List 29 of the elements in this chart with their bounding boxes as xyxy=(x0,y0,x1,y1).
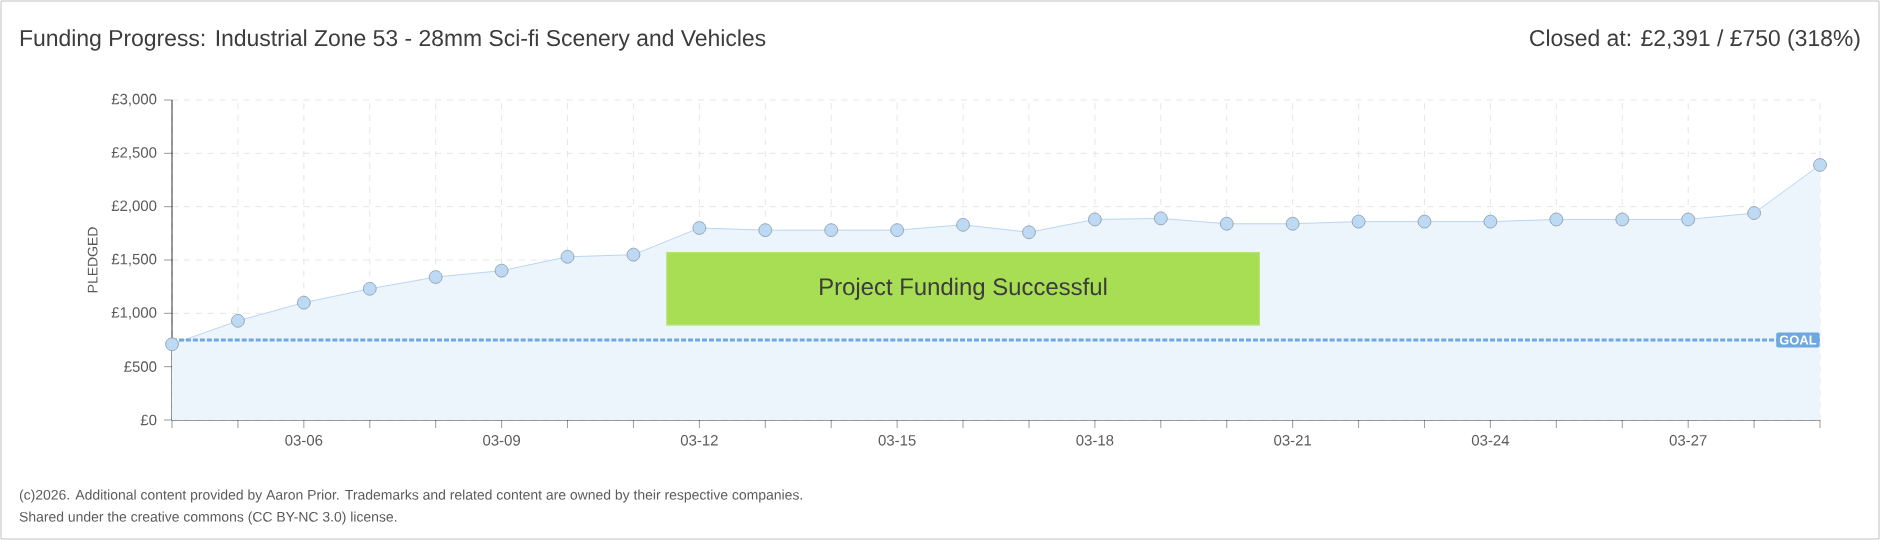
point xyxy=(1351,214,1366,229)
annotation: Project Funding Successful xyxy=(820,277,1107,300)
point xyxy=(1285,216,1300,231)
point xyxy=(824,223,839,237)
point xyxy=(362,282,377,296)
chart-subtitle: Closed at: £2,391 / £750 (318%) xyxy=(1530,29,1860,51)
point xyxy=(692,221,707,235)
point xyxy=(1681,212,1695,227)
point xyxy=(758,223,773,237)
point xyxy=(297,295,311,310)
point xyxy=(428,270,443,284)
point xyxy=(1417,214,1432,229)
point xyxy=(231,314,245,328)
point xyxy=(1549,212,1564,227)
point xyxy=(626,247,641,262)
point xyxy=(1747,206,1761,220)
point xyxy=(165,337,179,352)
point xyxy=(890,223,904,237)
point xyxy=(956,218,970,232)
point xyxy=(1088,212,1102,227)
point xyxy=(560,250,575,264)
point xyxy=(1813,158,1827,172)
point xyxy=(1483,214,1498,229)
point xyxy=(1154,211,1168,226)
point xyxy=(1219,216,1234,231)
point xyxy=(1615,212,1630,227)
point xyxy=(494,263,509,278)
point xyxy=(1022,225,1036,240)
chart-title: Funding Progress: Industrial Zone 53 - 28mm Sci-fi Scenery and Vehicles xyxy=(20,29,766,51)
